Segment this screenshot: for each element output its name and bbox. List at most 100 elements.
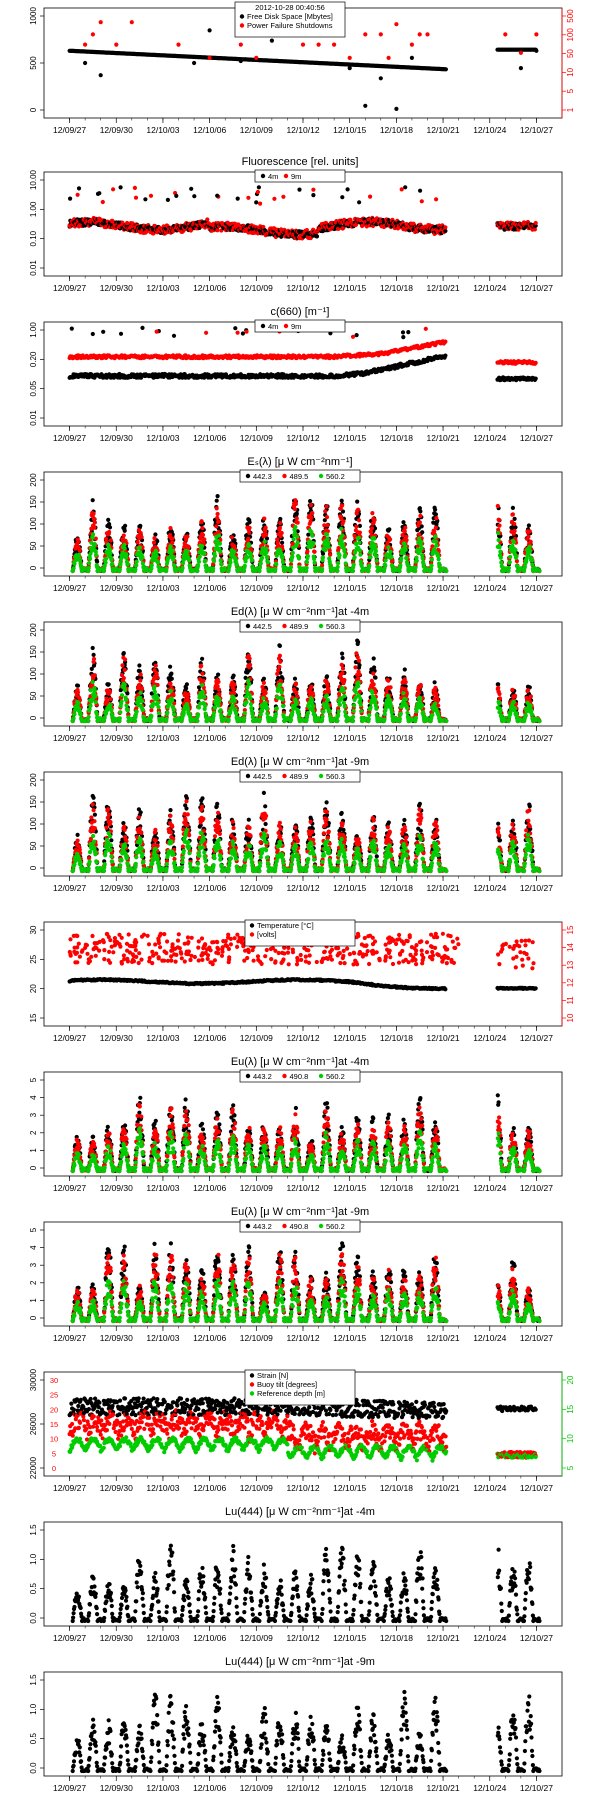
data-point [137,545,142,550]
data-point [135,540,140,545]
data-point [367,563,372,568]
data-point [368,194,373,199]
y-tick-label: 200 [29,473,38,487]
x-tick-label: 12/10/27 [520,283,553,293]
data-point [357,530,362,535]
data-point [324,515,330,520]
data-point [90,331,95,337]
data-point [87,556,93,561]
data-point [280,540,285,545]
data-point [124,552,129,557]
data-point [399,187,404,192]
data-point [347,66,352,71]
data-point [308,503,314,508]
data-point [243,559,248,564]
data-point [122,546,127,551]
data-point [264,555,270,560]
data-point [309,515,314,520]
data-point [200,544,205,549]
data-point [261,224,266,230]
data-point [292,530,298,536]
data-point [443,353,448,358]
data-point [324,532,330,537]
data-point [401,335,406,340]
chart-panel-2: Fluorescence [rel. units]12/09/27 12/09/3… [29,156,563,293]
data-point [171,555,176,560]
data-point [254,200,259,205]
legend-label: 9m [291,322,301,331]
data-point [255,189,260,195]
data-point [320,566,325,571]
data-point [403,525,408,530]
data-point [443,67,448,72]
data-point [76,186,82,191]
x-tick-label: 12/10/24 [473,125,506,135]
data-point [262,539,267,544]
x-tick-label: 12/10/27 [520,433,553,443]
data-point [311,187,316,192]
x-tick-label: 12/10/18 [380,433,413,443]
data-point [114,42,119,47]
data-point [368,555,373,560]
data-point [311,540,316,546]
x-tick-label: 12/09/30 [100,125,133,135]
data-point [199,519,204,524]
data-point [264,546,269,551]
data-point [372,526,378,531]
x-tick-label: 12/10/03 [146,583,179,593]
data-point [434,197,439,202]
data-point [425,32,430,37]
data-point [257,565,262,570]
data-point [400,533,405,538]
data-point [383,558,388,563]
y-tick-label: 0.10 [29,230,38,246]
data-point [242,563,247,568]
x-tick-label: 12/10/09 [240,125,273,135]
data-point [123,555,129,560]
data-point [370,511,375,516]
data-point [372,543,378,548]
data-point [180,561,185,566]
x-tick-label: 12/10/06 [193,433,226,443]
data-point [83,42,88,47]
chart-title: Eₛ(λ) [μ W cm⁻²nm⁻¹] [247,456,352,468]
data-point [306,532,311,537]
data-point [323,548,328,553]
legend-label: 9m [291,172,301,181]
data-point [386,545,391,550]
data-point [308,519,313,524]
data-point [339,538,344,543]
data-point [429,563,434,568]
data-point [166,555,171,560]
data-point [133,195,139,200]
data-point [389,555,394,560]
data-point [340,533,345,538]
y-tick-label: 0.05 [29,380,38,396]
data-point [207,28,212,33]
data-point [350,568,355,574]
data-point [101,329,106,334]
y2-tick-label: 50 [566,49,575,58]
data-point [328,552,333,557]
data-point [143,197,148,202]
data-point [258,201,263,206]
data-point [304,228,309,233]
data-point [418,188,423,193]
y2-tick-label: 5 [566,88,575,93]
data-point [352,555,357,560]
data-point [107,522,112,527]
data-point [374,558,379,563]
x-tick-label: 12/10/15 [333,583,366,593]
data-point [118,560,123,565]
data-point [202,537,207,542]
data-point [323,509,328,514]
data-point [174,193,179,198]
data-point [278,516,283,522]
data-point [192,194,197,199]
data-point [304,565,309,570]
data-point [254,55,259,61]
data-point [345,187,350,192]
data-point [149,563,154,568]
data-point [133,567,138,572]
data-point [336,546,341,551]
